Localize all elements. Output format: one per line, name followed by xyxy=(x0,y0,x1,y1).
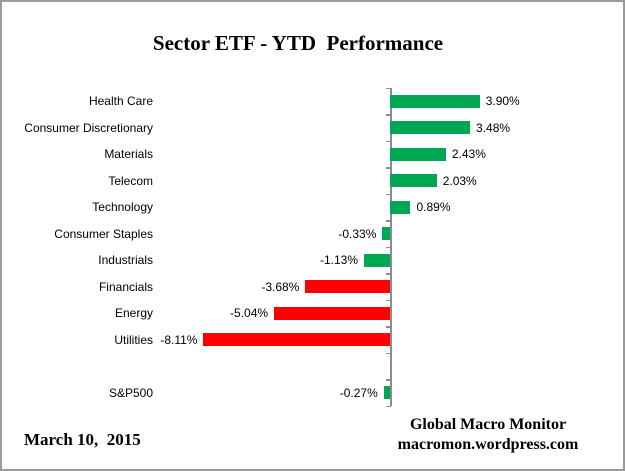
axis-tick xyxy=(385,193,391,195)
bar-consumer-discretionary xyxy=(390,121,471,135)
axis-tick xyxy=(385,273,391,275)
chart-title: Sector ETF - YTD Performance xyxy=(152,31,444,55)
bar-consumer-staples xyxy=(382,227,390,241)
value-label: 3.90% xyxy=(485,94,520,109)
category-label: Technology xyxy=(92,200,153,214)
axis-tick xyxy=(385,114,391,116)
category-label: Health Care xyxy=(88,94,153,108)
value-label: 3.48% xyxy=(476,120,511,135)
axis-tick xyxy=(385,87,391,89)
value-label: -3.68% xyxy=(261,279,300,294)
axis-tick xyxy=(385,220,391,222)
bar-industrials xyxy=(364,253,390,267)
value-label: -8.11% xyxy=(160,332,198,347)
bar-financials xyxy=(305,280,390,294)
category-label: Materials xyxy=(104,147,153,161)
bar-technology xyxy=(390,200,411,214)
axis-tick xyxy=(385,352,391,354)
value-label: 0.89% xyxy=(416,200,451,215)
category-label: Telecom xyxy=(108,173,153,188)
category-label: Energy xyxy=(114,306,153,320)
axis-tick xyxy=(385,326,391,328)
axis-tick xyxy=(385,299,391,301)
axis-tick xyxy=(385,405,391,407)
bar-health-care xyxy=(390,94,480,108)
bar-materials xyxy=(390,147,446,161)
bar-s-p500 xyxy=(383,386,390,400)
axis-tick xyxy=(385,140,391,142)
value-label: -1.13% xyxy=(319,253,358,268)
attribution-block: Global Macro Monitor macromon.wordpress.… xyxy=(328,415,623,455)
category-label: Industrials xyxy=(98,253,153,267)
category-label: Consumer Discretionary xyxy=(24,120,153,135)
value-label: -0.27% xyxy=(339,385,378,400)
category-label: Consumer Staples xyxy=(54,226,153,241)
category-axis-line xyxy=(390,88,392,406)
category-label: Financials xyxy=(98,279,153,294)
value-label: 2.43% xyxy=(451,147,486,162)
bar-utilities xyxy=(203,333,390,347)
attribution-source: Global Macro Monitor xyxy=(409,416,567,433)
value-label: -0.33% xyxy=(338,226,377,241)
category-label: S&P500 xyxy=(108,385,153,400)
axis-tick xyxy=(385,246,391,248)
attribution-url: macromon.wordpress.com xyxy=(397,436,579,453)
value-label: -5.04% xyxy=(230,306,269,321)
axis-tick xyxy=(385,167,391,169)
chart-date: March 10, 2015 xyxy=(24,430,141,449)
bar-telecom xyxy=(390,174,437,188)
value-label: 2.03% xyxy=(442,173,477,188)
bar-energy xyxy=(274,306,390,320)
axis-tick xyxy=(385,379,391,381)
category-label: Utilities xyxy=(114,332,153,347)
